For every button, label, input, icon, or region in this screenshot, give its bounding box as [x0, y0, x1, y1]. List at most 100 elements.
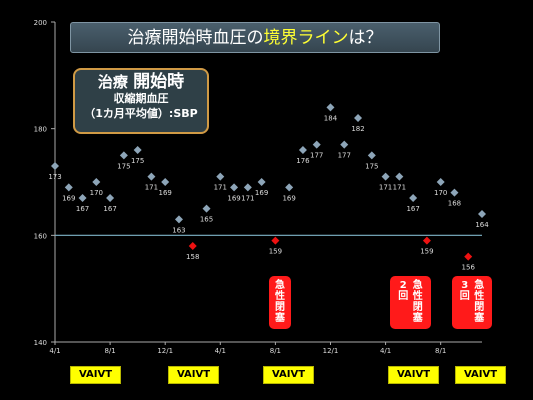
- info-line2: 収縮期血圧: [113, 92, 169, 105]
- alert-point: [422, 236, 431, 245]
- point-label: 165: [200, 216, 213, 224]
- x-tick-label: 4/1: [380, 347, 391, 355]
- data-point: [367, 151, 376, 160]
- point-label: 169: [255, 189, 268, 197]
- point-label: 182: [351, 125, 364, 133]
- chart-title: 治療開始時血圧の境界ラインは？: [70, 22, 440, 53]
- event-count: 3回: [459, 280, 470, 302]
- data-point: [230, 183, 239, 192]
- y-tick-label: 200: [34, 19, 47, 27]
- data-point: [202, 204, 211, 213]
- data-point: [395, 172, 404, 181]
- data-point: [326, 103, 335, 112]
- data-point: [51, 162, 59, 170]
- info-box: 治療 開始時 収縮期血圧 （1カ月平均値）:SBP: [73, 68, 209, 134]
- point-label: 156: [462, 264, 476, 272]
- event-text: 急性閉塞: [474, 280, 485, 324]
- point-label: 169: [282, 194, 295, 202]
- point-label: 171: [214, 184, 227, 192]
- x-tick-label: 8/1: [435, 347, 446, 355]
- event-acute-occlusion-2: 2回 急性閉塞: [390, 276, 431, 329]
- point-label: 170: [90, 189, 103, 197]
- data-point: [64, 183, 73, 192]
- point-label: 184: [324, 114, 338, 122]
- data-point: [478, 210, 486, 218]
- data-point: [298, 146, 307, 154]
- x-tick-label: 8/1: [270, 347, 281, 355]
- point-label: 164: [475, 221, 489, 229]
- point-label: 175: [117, 162, 130, 170]
- point-label: 175: [131, 157, 144, 165]
- data-point: [174, 215, 183, 224]
- point-label: 169: [159, 189, 172, 197]
- point-label: 176: [296, 157, 310, 165]
- point-label: 168: [448, 200, 461, 208]
- data-point: [78, 194, 87, 202]
- data-point: [257, 178, 266, 186]
- data-point: [436, 178, 445, 186]
- x-tick-label: 8/1: [104, 347, 115, 355]
- data-point: [216, 172, 225, 181]
- point-label: 163: [172, 226, 185, 234]
- title-pre: 治療開始時血圧の: [127, 28, 264, 48]
- data-point: [381, 172, 390, 181]
- data-point: [161, 178, 170, 186]
- point-label: 170: [434, 189, 447, 197]
- vaivt-label-3: VAIVT: [263, 366, 314, 384]
- point-label: 159: [420, 248, 433, 256]
- data-point: [92, 178, 101, 186]
- event-text: 急性閉塞: [412, 280, 423, 324]
- info-line1: 治療 開始時: [75, 73, 207, 92]
- title-post: は？: [348, 28, 383, 48]
- data-point: [450, 188, 459, 197]
- point-label: 177: [310, 152, 323, 160]
- title-highlight: 境界ライン: [263, 28, 349, 48]
- data-point: [133, 146, 142, 154]
- event-text: 急性閉塞: [275, 280, 285, 324]
- alert-point: [271, 236, 280, 245]
- point-label: 175: [365, 162, 378, 170]
- point-label: 171: [393, 184, 406, 192]
- data-point: [119, 151, 128, 160]
- point-label: 177: [338, 152, 351, 160]
- point-label: 167: [103, 205, 116, 213]
- info-line1-big: 開始時: [133, 72, 185, 92]
- point-label: 167: [406, 205, 419, 213]
- alert-point: [464, 252, 473, 261]
- event-acute-occlusion-3: 3回 急性閉塞: [452, 276, 492, 329]
- point-label: 173: [48, 173, 61, 181]
- event-count: 2回: [398, 280, 409, 302]
- info-line1-small: 治療: [97, 73, 128, 91]
- vaivt-label-1: VAIVT: [70, 366, 121, 384]
- point-label: 171: [241, 194, 254, 202]
- y-tick-label: 160: [34, 232, 47, 240]
- alert-point: [188, 242, 197, 250]
- vaivt-label-2: VAIVT: [168, 366, 219, 384]
- data-point: [354, 114, 363, 122]
- point-label: 171: [145, 184, 158, 192]
- data-point: [312, 140, 321, 149]
- y-tick-label: 140: [34, 339, 47, 347]
- x-tick-label: 4/1: [215, 347, 226, 355]
- data-point: [106, 194, 115, 202]
- y-tick-label: 180: [34, 126, 47, 134]
- point-label: 169: [227, 194, 240, 202]
- point-label: 169: [62, 194, 75, 202]
- x-tick-label: 12/1: [323, 347, 339, 355]
- point-label: 167: [76, 205, 89, 213]
- info-line3: （1カ月平均値）:SBP: [84, 107, 198, 120]
- x-tick-label: 12/1: [157, 347, 173, 355]
- point-label: 159: [269, 248, 282, 256]
- point-label: 171: [379, 184, 392, 192]
- data-point: [409, 194, 418, 202]
- vaivt-label-4: VAIVT: [388, 366, 439, 384]
- x-tick-label: 4/1: [49, 347, 60, 355]
- data-point: [243, 183, 252, 192]
- data-point: [147, 172, 156, 181]
- point-label: 158: [186, 253, 199, 261]
- event-acute-occlusion-1: 急性閉塞: [269, 276, 291, 329]
- data-point: [340, 140, 349, 149]
- data-point: [285, 183, 294, 192]
- vaivt-label-5: VAIVT: [455, 366, 506, 384]
